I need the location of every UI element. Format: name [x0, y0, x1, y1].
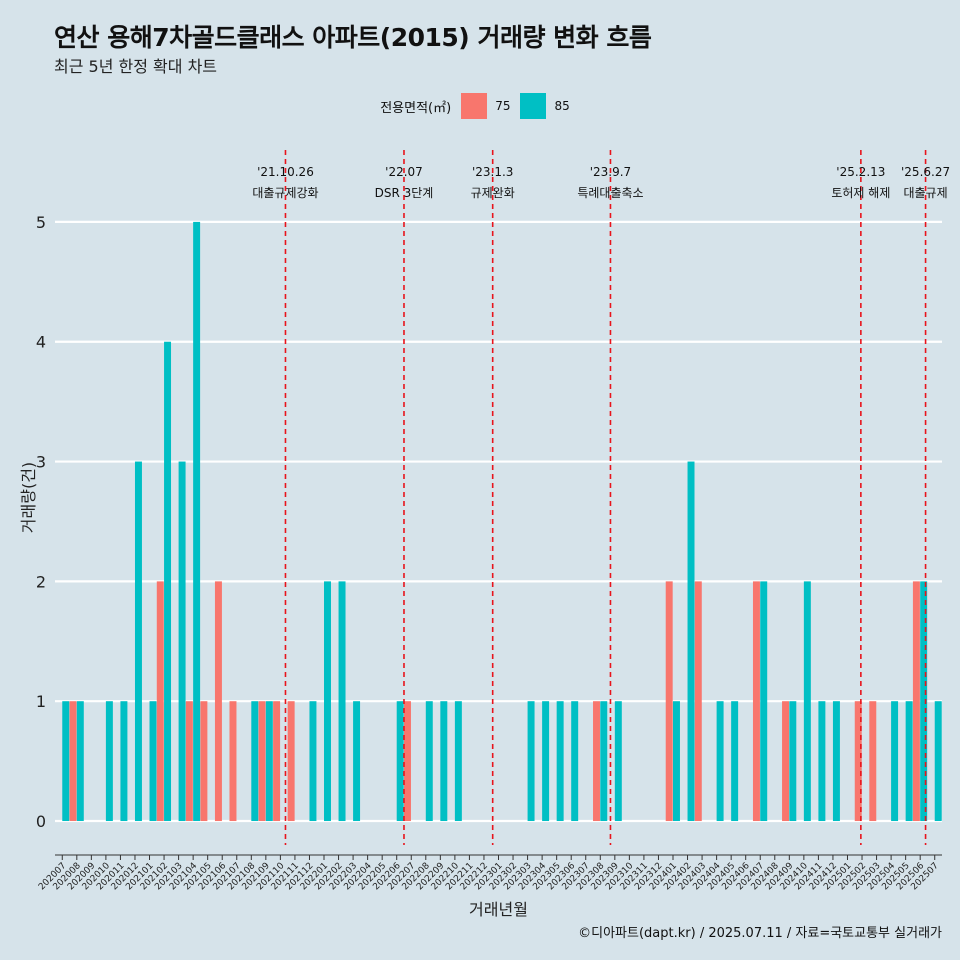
bar-85-202102: [164, 341, 172, 822]
bar-75-202506: [912, 581, 920, 822]
bar-75-202107: [229, 701, 237, 822]
bar-85-202411: [818, 701, 826, 822]
bar-75-202503: [869, 701, 877, 822]
bar-75-202104: [185, 701, 193, 822]
bar-85-202010: [105, 701, 113, 822]
bar-85-202309: [614, 701, 622, 822]
bar-85-202101: [149, 701, 157, 822]
event-date: '23.1.3: [472, 165, 513, 179]
bar-85-202405: [731, 701, 739, 822]
bar-85-202209: [440, 701, 448, 822]
legend-key-85: [520, 93, 547, 119]
bar-75-202105: [200, 701, 208, 822]
bar-85-202305: [556, 701, 564, 822]
bar-85-202012: [134, 461, 142, 822]
y-tick-label: 2: [36, 572, 46, 591]
event-label: 특례대출축소: [577, 186, 643, 200]
bar-85-202506: [920, 581, 928, 822]
bar-85-202103: [178, 461, 186, 822]
y-tick-label: 4: [36, 333, 46, 352]
bar-85-202402: [687, 461, 695, 822]
event-date: '21.10.26: [257, 165, 314, 179]
bar-85-202208: [425, 701, 433, 822]
event-label: 대출규제: [903, 186, 947, 200]
legend-label-75: 75: [495, 99, 511, 113]
y-axis-title: 거래량(건): [19, 462, 38, 533]
bar-85-202112: [309, 701, 317, 822]
chart-title: 연산 용해7차골드클래스 아파트(2015) 거래량 변화 흐름: [54, 23, 652, 52]
bar-75-202502: [854, 701, 862, 822]
bar-75-202409: [782, 701, 790, 822]
bar-75-202207: [403, 701, 411, 822]
bar-85-202404: [716, 701, 724, 822]
bar-85-202505: [905, 701, 913, 822]
bar-85-202304: [542, 701, 550, 822]
bar-85-202407: [760, 581, 768, 822]
legend-label-85: 85: [554, 99, 570, 113]
bar-75-202106: [214, 581, 222, 822]
bar-85-202109: [265, 701, 273, 822]
source-caption: ©디아파트(dapt.kr) / 2025.07.11 / 자료=국토교통부 실…: [578, 926, 942, 941]
event-label: 대출규제강화: [252, 186, 318, 200]
legend-title: 전용면적(㎡): [380, 100, 452, 116]
y-tick-label: 3: [36, 453, 46, 472]
legend: 전용면적(㎡) 75 85: [0, 93, 960, 119]
bar-85-202104: [193, 221, 201, 822]
bar-85-202507: [934, 701, 942, 822]
bar-85-202007: [62, 701, 70, 822]
bar-75-202109: [258, 701, 266, 822]
bar-85-202412: [832, 701, 840, 822]
bar-75-202110: [273, 701, 281, 822]
bar-85-202410: [803, 581, 811, 822]
event-label: DSR 3단계: [375, 186, 434, 200]
bar-75-202102: [156, 581, 164, 822]
bar-75-202403: [694, 581, 702, 822]
bar-75-202401: [665, 581, 673, 822]
bar-75-202308: [593, 701, 600, 822]
bar-85-202409: [789, 701, 797, 822]
bar-85-202206: [396, 701, 404, 822]
event-date: '22.07: [385, 165, 423, 179]
bar-75-202407: [752, 581, 760, 822]
bar-85-202306: [571, 701, 579, 822]
event-date: '23.9.7: [590, 165, 631, 179]
event-date: '25.2.13: [836, 165, 885, 179]
bar-85-202108: [251, 701, 259, 822]
x-axis-title: 거래년월: [469, 900, 528, 919]
bar-85-202008: [76, 701, 84, 822]
bar-75-202111: [287, 701, 295, 822]
bar-85-202210: [454, 701, 462, 822]
bar-85-202303: [527, 701, 535, 822]
bar-85-202203: [353, 701, 361, 822]
event-label: 규제완화: [471, 186, 515, 200]
bar-85-202011: [120, 701, 128, 822]
bar-85-202201: [324, 581, 331, 822]
event-label: 토허제 해제: [831, 186, 890, 200]
y-tick-label: 5: [36, 213, 46, 232]
bar-85-202308: [600, 701, 608, 822]
y-tick-label: 1: [36, 692, 46, 711]
bar-75-202008: [69, 701, 77, 822]
event-date: '25.6.27: [901, 165, 950, 179]
y-tick-label: 0: [36, 812, 46, 831]
bar-85-202202: [338, 581, 346, 822]
chart-subtitle: 최근 5년 한정 확대 차트: [54, 57, 218, 76]
legend-key-75: [461, 93, 488, 119]
bar-85-202504: [891, 701, 899, 822]
bar-85-202401: [672, 701, 680, 822]
